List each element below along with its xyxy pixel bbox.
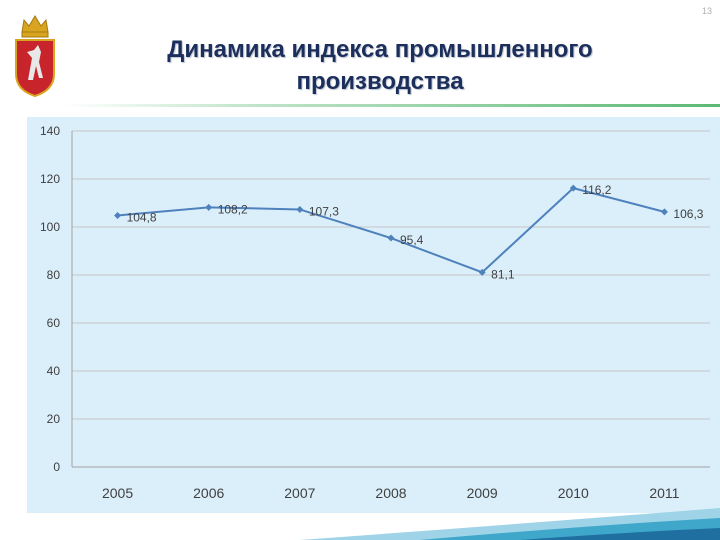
x-tick-label: 2011: [649, 485, 679, 501]
x-tick-label: 2010: [558, 485, 589, 501]
title-divider: [62, 104, 720, 107]
x-tick-label: 2009: [467, 485, 498, 501]
data-label: 108,2: [218, 202, 248, 216]
footer-wave-decoration: [300, 508, 720, 540]
y-tick-label: 60: [47, 316, 61, 330]
x-tick-label: 2006: [193, 485, 224, 501]
y-tick-label: 20: [47, 412, 61, 426]
data-point: [296, 205, 304, 213]
data-label: 107,3: [309, 204, 339, 218]
data-label: 104,8: [127, 210, 157, 224]
data-point: [569, 184, 577, 192]
page-title: Динамика индекса промышленного производс…: [110, 34, 650, 98]
data-point: [387, 234, 395, 242]
data-label: 106,3: [673, 207, 703, 221]
y-tick-label: 40: [47, 364, 61, 378]
line-chart: 0 20 40 60 80 100 120 140 2005 2006 2007 2008 2009 20…: [27, 117, 720, 513]
data-point: [205, 203, 213, 211]
data-label: 95,4: [400, 233, 424, 247]
series-line: [117, 187, 665, 274]
chart-svg: 0 20 40 60 80 100 120 140 2005 2006 2007 2008 2009 20…: [40, 124, 710, 501]
data-point: [478, 268, 486, 276]
title-line-1: Динамика индекса промышленного: [167, 36, 593, 63]
data-label: 116,2: [582, 183, 611, 197]
title-line-2: производства: [296, 68, 464, 95]
x-tick-label: 2008: [375, 485, 406, 501]
y-tick-label: 140: [40, 124, 60, 138]
data-label: 81,1: [491, 267, 515, 281]
page-number: 13: [701, 6, 712, 16]
coat-of-arms-icon: [15, 15, 55, 98]
y-tick-label: 80: [47, 268, 61, 282]
y-tick-label: 120: [40, 172, 60, 186]
x-tick-label: 2007: [284, 485, 315, 501]
x-tick-label: 2005: [102, 485, 133, 501]
y-tick-label: 0: [53, 460, 60, 474]
y-tick-label: 100: [40, 220, 60, 234]
data-point: [660, 208, 668, 216]
data-point: [114, 211, 122, 219]
